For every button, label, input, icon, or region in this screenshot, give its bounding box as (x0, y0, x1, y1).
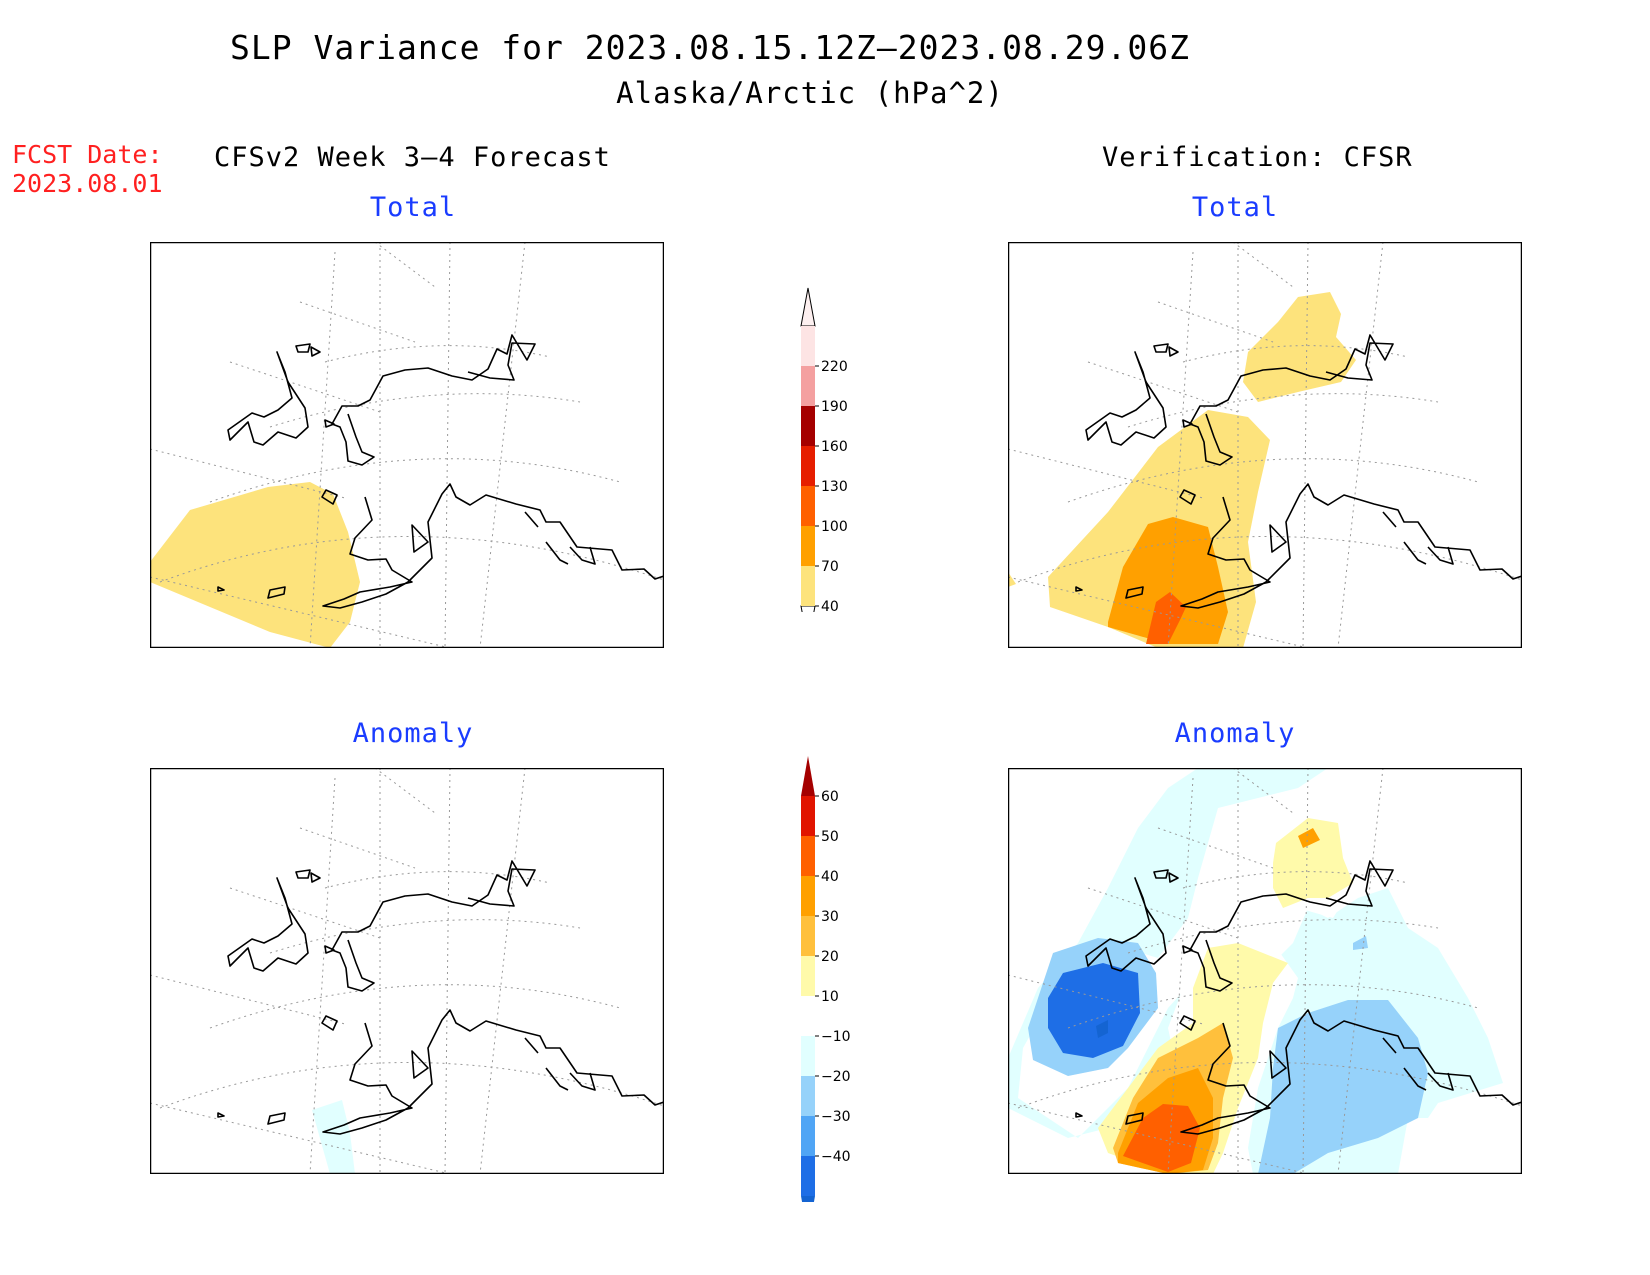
colorbar-end-high (801, 756, 815, 796)
colorbar-swatch (801, 916, 815, 956)
right-column-title: Verification: CFSR (1102, 142, 1413, 173)
colorbar-tick-label: 190 (821, 399, 848, 415)
variance-70-100-contour (1108, 517, 1228, 644)
figure-subtitle: Alaska/Arctic (hPa^2) (616, 76, 1004, 110)
colorbar-swatch (801, 1076, 815, 1116)
anomaly-neg10-neg20-contour (312, 1100, 355, 1174)
colorbar-end-high (800, 287, 816, 327)
anomaly-30-40-contour-north (1298, 828, 1320, 848)
colorbar-swatch (801, 446, 815, 486)
colorbar-swatch (801, 526, 815, 566)
anomaly-40-50-contour (1123, 1104, 1200, 1172)
verification-anomaly-title: Anomaly (1174, 718, 1296, 749)
figure-title: SLP Variance for 2023.08.15.12Z—2023.08.… (230, 28, 1190, 67)
variance-40-70-contour-edge (1008, 572, 1016, 587)
map-frame (150, 768, 664, 1174)
colorbar-tick-label: −30 (821, 1109, 851, 1125)
verification-total-map (1008, 242, 1522, 648)
anomaly-colorbar: −40 −30 −20 −10 10 20 30 40 50 60 (801, 756, 851, 1202)
colorbar-tick-label: 40 (821, 869, 839, 885)
anomaly-neg30-neg40-contour (1048, 963, 1140, 1058)
map-frame (1008, 768, 1522, 1174)
colorbar-swatch (801, 1036, 815, 1076)
colorbar-tick-label: 130 (821, 479, 848, 495)
colorbar-swatch (801, 486, 815, 526)
verification-anomaly-map (1008, 768, 1522, 1174)
colorbar-end-low (800, 605, 816, 612)
variance-40-70-contour (150, 482, 360, 648)
total-colorbar: 40 70 100 130 160 190 220 (800, 287, 848, 612)
forecast-anomaly-map (150, 768, 664, 1174)
colorbar-tick-label: 160 (821, 439, 848, 455)
left-column-title: CFSv2 Week 3—4 Forecast (214, 142, 611, 173)
anomaly-10-20-contour-north (1273, 818, 1353, 908)
colorbar-swatch (801, 326, 815, 366)
fcst-date: FCST Date: 2023.08.01 (12, 140, 163, 198)
colorbar-tick-label: 50 (821, 829, 839, 845)
anomaly-neg40-contour (1096, 1020, 1108, 1038)
forecast-total-map (150, 242, 664, 648)
colorbar-swatch (801, 1156, 815, 1196)
colorbar-swatch (801, 956, 815, 996)
colorbar-tick-label: 40 (821, 599, 839, 612)
anomaly-neg20-neg30-contour-east (1258, 1000, 1428, 1174)
colorbar-swatch (801, 406, 815, 446)
colorbar-tick-label: 60 (821, 789, 839, 805)
colorbar-tick-label: 100 (821, 519, 848, 535)
forecast-anomaly-title: Anomaly (352, 718, 474, 749)
fcst-date-value: 2023.08.01 (12, 169, 163, 198)
colorbar-swatch (801, 566, 815, 606)
colorbar-swatch (801, 366, 815, 406)
colorbar-tick-label: −10 (821, 1029, 851, 1045)
colorbar-tick-label: 220 (821, 359, 848, 375)
colorbar-tick-label: 20 (821, 949, 839, 965)
colorbar-swatch (801, 876, 815, 916)
colorbar-tick-label: 10 (821, 989, 839, 1005)
map-frame (1008, 242, 1522, 648)
variance-40-70-contour-north (1243, 292, 1356, 402)
colorbar-end-low (801, 1196, 815, 1202)
variance-100-130-contour (1146, 592, 1186, 644)
colorbar-swatch (801, 836, 815, 876)
map-frame (150, 242, 664, 648)
colorbar-tick-label: 70 (821, 559, 839, 575)
forecast-total-title: Total (369, 192, 457, 223)
fcst-date-label: FCST Date: (12, 140, 163, 169)
anomaly-neg20-neg30-spot (1353, 936, 1368, 950)
colorbar-swatch (801, 1116, 815, 1156)
map-background (150, 768, 664, 1174)
verification-total-title: Total (1191, 192, 1279, 223)
colorbar-swatch (801, 796, 815, 836)
colorbar-tick-label: 30 (821, 909, 839, 925)
colorbar-swatch (801, 996, 815, 1036)
colorbar-tick-label: −20 (821, 1069, 851, 1085)
colorbar-tick-label: −40 (821, 1149, 851, 1165)
